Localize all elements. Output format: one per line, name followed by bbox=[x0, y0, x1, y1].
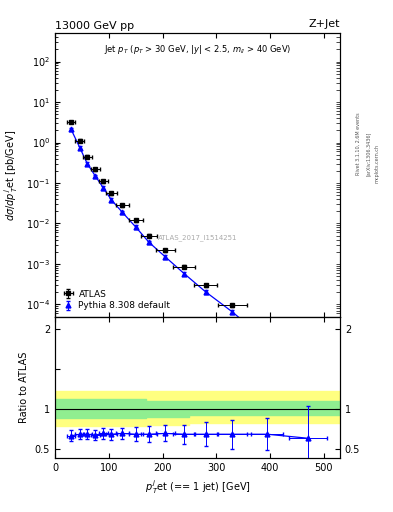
Y-axis label: $d\sigma/dp^{\,j}_{\,T}$et [pb/GeV]: $d\sigma/dp^{\,j}_{\,T}$et [pb/GeV] bbox=[3, 130, 20, 221]
X-axis label: $p^{\,j}_{\,T}$et (== 1 jet) [GeV]: $p^{\,j}_{\,T}$et (== 1 jet) [GeV] bbox=[145, 479, 250, 497]
Text: Z+Jet: Z+Jet bbox=[309, 19, 340, 29]
Text: 13000 GeV pp: 13000 GeV pp bbox=[55, 21, 134, 31]
Text: [arXiv:1306.3436]: [arXiv:1306.3436] bbox=[365, 132, 371, 176]
Text: Rivet 3.1.10, 2.6M events: Rivet 3.1.10, 2.6M events bbox=[356, 112, 361, 175]
Text: mcplots.cern.ch: mcplots.cern.ch bbox=[374, 144, 379, 183]
Text: Jet $p_T$ ($p_T$ > 30 GeV, $|y|$ < 2.5, $m_{ll}$ > 40 GeV): Jet $p_T$ ($p_T$ > 30 GeV, $|y|$ < 2.5, … bbox=[104, 43, 291, 56]
Legend: ATLAS, Pythia 8.308 default: ATLAS, Pythia 8.308 default bbox=[59, 288, 172, 312]
Text: ATLAS_2017_I1514251: ATLAS_2017_I1514251 bbox=[158, 234, 237, 241]
Y-axis label: Ratio to ATLAS: Ratio to ATLAS bbox=[19, 352, 29, 423]
